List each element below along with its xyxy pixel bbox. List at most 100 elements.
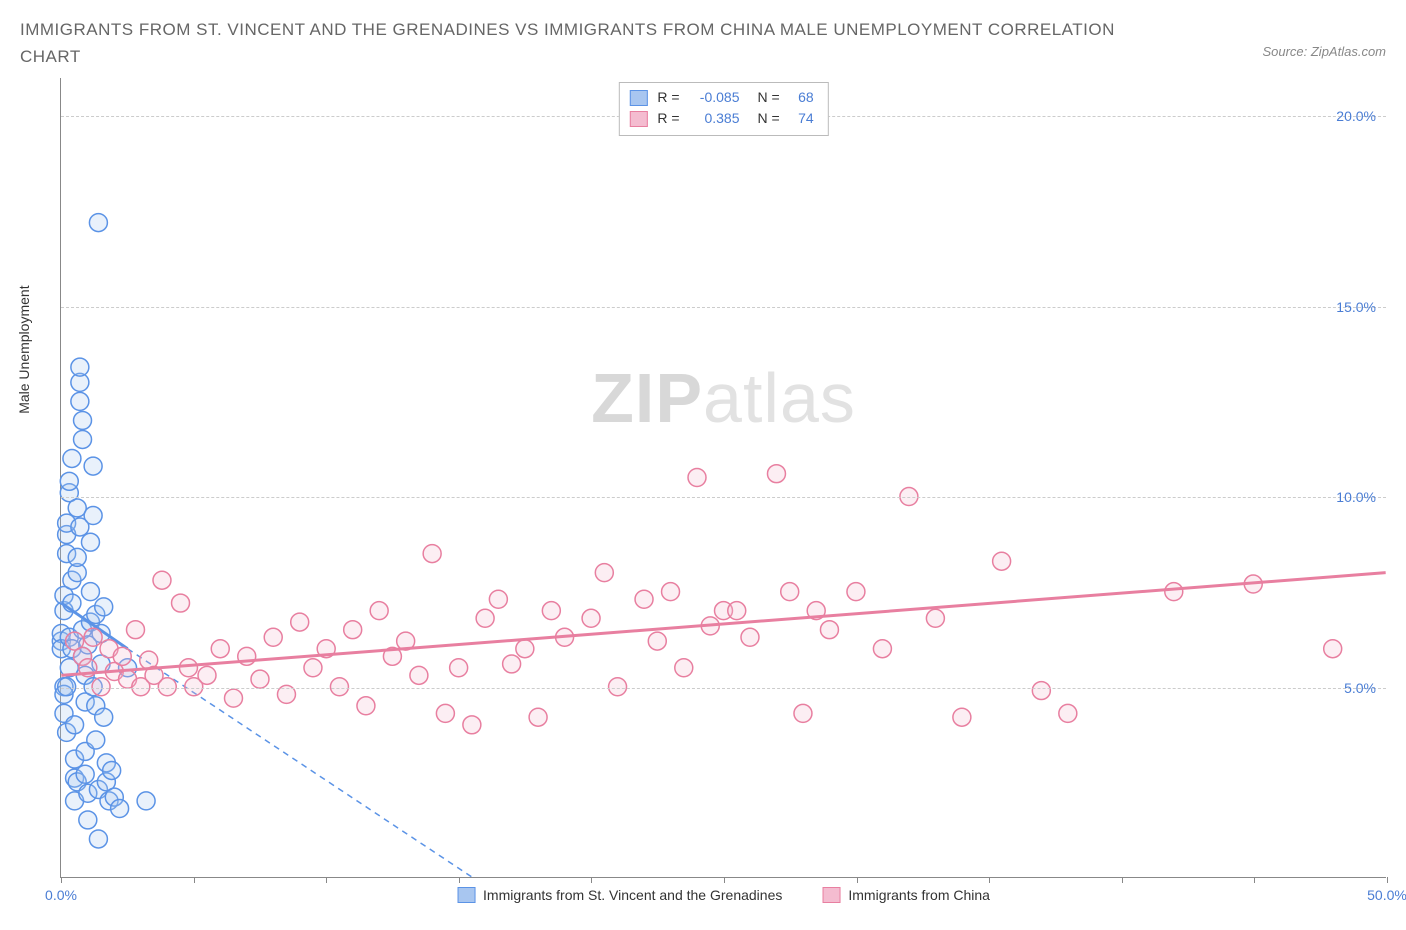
chart-title: IMMIGRANTS FROM ST. VINCENT AND THE GREN…	[20, 16, 1120, 70]
data-point	[113, 648, 131, 666]
data-point	[103, 762, 121, 780]
data-point	[423, 545, 441, 563]
chart-header: IMMIGRANTS FROM ST. VINCENT AND THE GREN…	[20, 16, 1386, 70]
data-point	[794, 705, 812, 723]
data-point	[60, 473, 78, 491]
x-tick-mark	[61, 877, 62, 883]
data-point	[344, 621, 362, 639]
data-point	[635, 591, 653, 609]
data-point	[81, 534, 99, 552]
data-point	[264, 629, 282, 647]
data-point	[767, 465, 785, 483]
x-tick-mark	[857, 877, 858, 883]
data-point	[436, 705, 454, 723]
gridline	[61, 307, 1386, 308]
data-point	[76, 766, 94, 784]
n-value-china: 74	[790, 108, 814, 129]
data-point	[127, 621, 145, 639]
data-point	[95, 709, 113, 727]
swatch-svg	[457, 887, 475, 903]
correlation-legend: R = -0.085 N = 68 R = 0.385 N = 74	[618, 82, 828, 136]
data-point	[1059, 705, 1077, 723]
data-point	[225, 690, 243, 708]
data-point	[74, 412, 92, 430]
n-label: N =	[758, 108, 780, 129]
data-point	[137, 792, 155, 810]
x-tick-mark	[724, 877, 725, 883]
x-tick-mark	[1387, 877, 1388, 883]
x-tick-label: 50.0%	[1367, 887, 1406, 903]
data-point	[1032, 682, 1050, 700]
data-point	[410, 667, 428, 685]
data-point	[153, 572, 171, 590]
data-point	[648, 632, 666, 650]
trend-line	[61, 573, 1385, 676]
data-point	[1165, 583, 1183, 601]
data-point	[953, 709, 971, 727]
data-point	[71, 393, 89, 411]
data-point	[179, 659, 197, 677]
chart-container: Male Unemployment ZIPatlas R = -0.085 N …	[20, 78, 1386, 878]
data-point	[198, 667, 216, 685]
y-axis-label: Male Unemployment	[16, 286, 32, 414]
data-point	[675, 659, 693, 677]
data-point	[529, 709, 547, 727]
data-point	[516, 640, 534, 658]
data-point	[688, 469, 706, 487]
swatch-china	[822, 887, 840, 903]
data-point	[873, 640, 891, 658]
data-point	[66, 716, 84, 734]
data-point	[662, 583, 680, 601]
swatch-china	[629, 111, 647, 127]
data-point	[582, 610, 600, 628]
data-point	[1324, 640, 1342, 658]
data-point	[728, 602, 746, 620]
data-point	[251, 671, 269, 689]
x-tick-mark	[989, 877, 990, 883]
x-tick-mark	[1122, 877, 1123, 883]
r-label: R =	[657, 108, 679, 129]
data-point	[781, 583, 799, 601]
legend-row-svg: R = -0.085 N = 68	[629, 87, 813, 108]
data-point	[111, 800, 129, 818]
data-point	[74, 431, 92, 449]
y-tick-label: 15.0%	[1336, 299, 1376, 315]
data-point	[84, 457, 102, 475]
data-point	[503, 655, 521, 673]
gridline	[61, 688, 1386, 689]
data-point	[63, 450, 81, 468]
x-legend-label-china: Immigrants from China	[848, 887, 990, 903]
data-point	[926, 610, 944, 628]
data-point	[87, 731, 105, 749]
data-point	[81, 583, 99, 601]
y-tick-label: 10.0%	[1336, 489, 1376, 505]
data-point	[84, 629, 102, 647]
r-label: R =	[657, 87, 679, 108]
x-legend-item-china: Immigrants from China	[822, 887, 990, 903]
data-point	[847, 583, 865, 601]
x-tick-mark	[194, 877, 195, 883]
data-point	[489, 591, 507, 609]
data-point	[476, 610, 494, 628]
x-legend-item-svg: Immigrants from St. Vincent and the Gren…	[457, 887, 782, 903]
data-point	[84, 507, 102, 525]
data-point	[291, 613, 309, 631]
scatter-svg	[61, 78, 1386, 877]
data-point	[68, 549, 86, 567]
x-legend-label-svg: Immigrants from St. Vincent and the Gren…	[483, 887, 782, 903]
data-point	[450, 659, 468, 677]
y-tick-label: 20.0%	[1336, 108, 1376, 124]
n-value-svg: 68	[790, 87, 814, 108]
data-point	[211, 640, 229, 658]
r-value-svg: -0.085	[690, 87, 740, 108]
x-tick-mark	[1254, 877, 1255, 883]
data-point	[463, 716, 481, 734]
data-point	[172, 594, 190, 612]
plot-area: ZIPatlas R = -0.085 N = 68 R = 0.385 N =…	[60, 78, 1386, 878]
data-point	[89, 830, 107, 848]
legend-row-china: R = 0.385 N = 74	[629, 108, 813, 129]
data-point	[993, 553, 1011, 571]
x-tick-mark	[459, 877, 460, 883]
source-label: Source: ZipAtlas.com	[1262, 44, 1386, 59]
data-point	[741, 629, 759, 647]
